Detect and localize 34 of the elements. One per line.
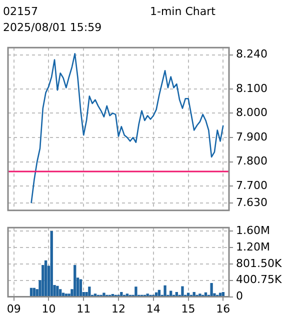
x-tick-label: 11	[76, 302, 91, 316]
y-tick-label: 1.60M	[236, 224, 270, 238]
bar	[134, 286, 138, 297]
chart-title: 02157	[3, 5, 38, 18]
y-tick-label: 7.630	[236, 196, 268, 209]
y-tick-label: 7.700	[236, 178, 268, 192]
y-tick-label: 7.800	[236, 154, 268, 168]
bar	[198, 294, 202, 297]
bar	[50, 230, 53, 297]
y-tick-label: 801.50K	[236, 256, 282, 270]
y-tick-label: 8.000	[236, 106, 268, 120]
x-tick-label: 10	[42, 302, 56, 316]
y-tick-label: 8.100	[236, 82, 268, 95]
y-tick-label: 7.900	[236, 130, 268, 144]
y-tick-label: 400.75K	[236, 273, 282, 286]
y-tick-label: 1.20M	[236, 240, 270, 254]
bar	[44, 260, 48, 297]
bar	[181, 286, 184, 297]
text: 1-min Chart	[150, 5, 216, 18]
text: 2025/08/01 15:59	[3, 21, 102, 34]
bar	[74, 264, 76, 297]
x-tick-label: 16	[216, 302, 230, 316]
y-tick-label: 8.240	[236, 48, 268, 61]
x-tick-label: 12	[112, 302, 126, 316]
bar	[146, 294, 149, 297]
y-tick-label: 0	[236, 290, 243, 303]
x-tick-label: 09	[6, 302, 21, 316]
bar	[210, 282, 213, 297]
bar	[88, 286, 91, 297]
x-tick-label: 15	[181, 302, 196, 316]
bar	[42, 264, 44, 297]
bar	[164, 285, 166, 297]
x-tick-label: 14	[146, 302, 160, 316]
bar	[56, 286, 59, 297]
